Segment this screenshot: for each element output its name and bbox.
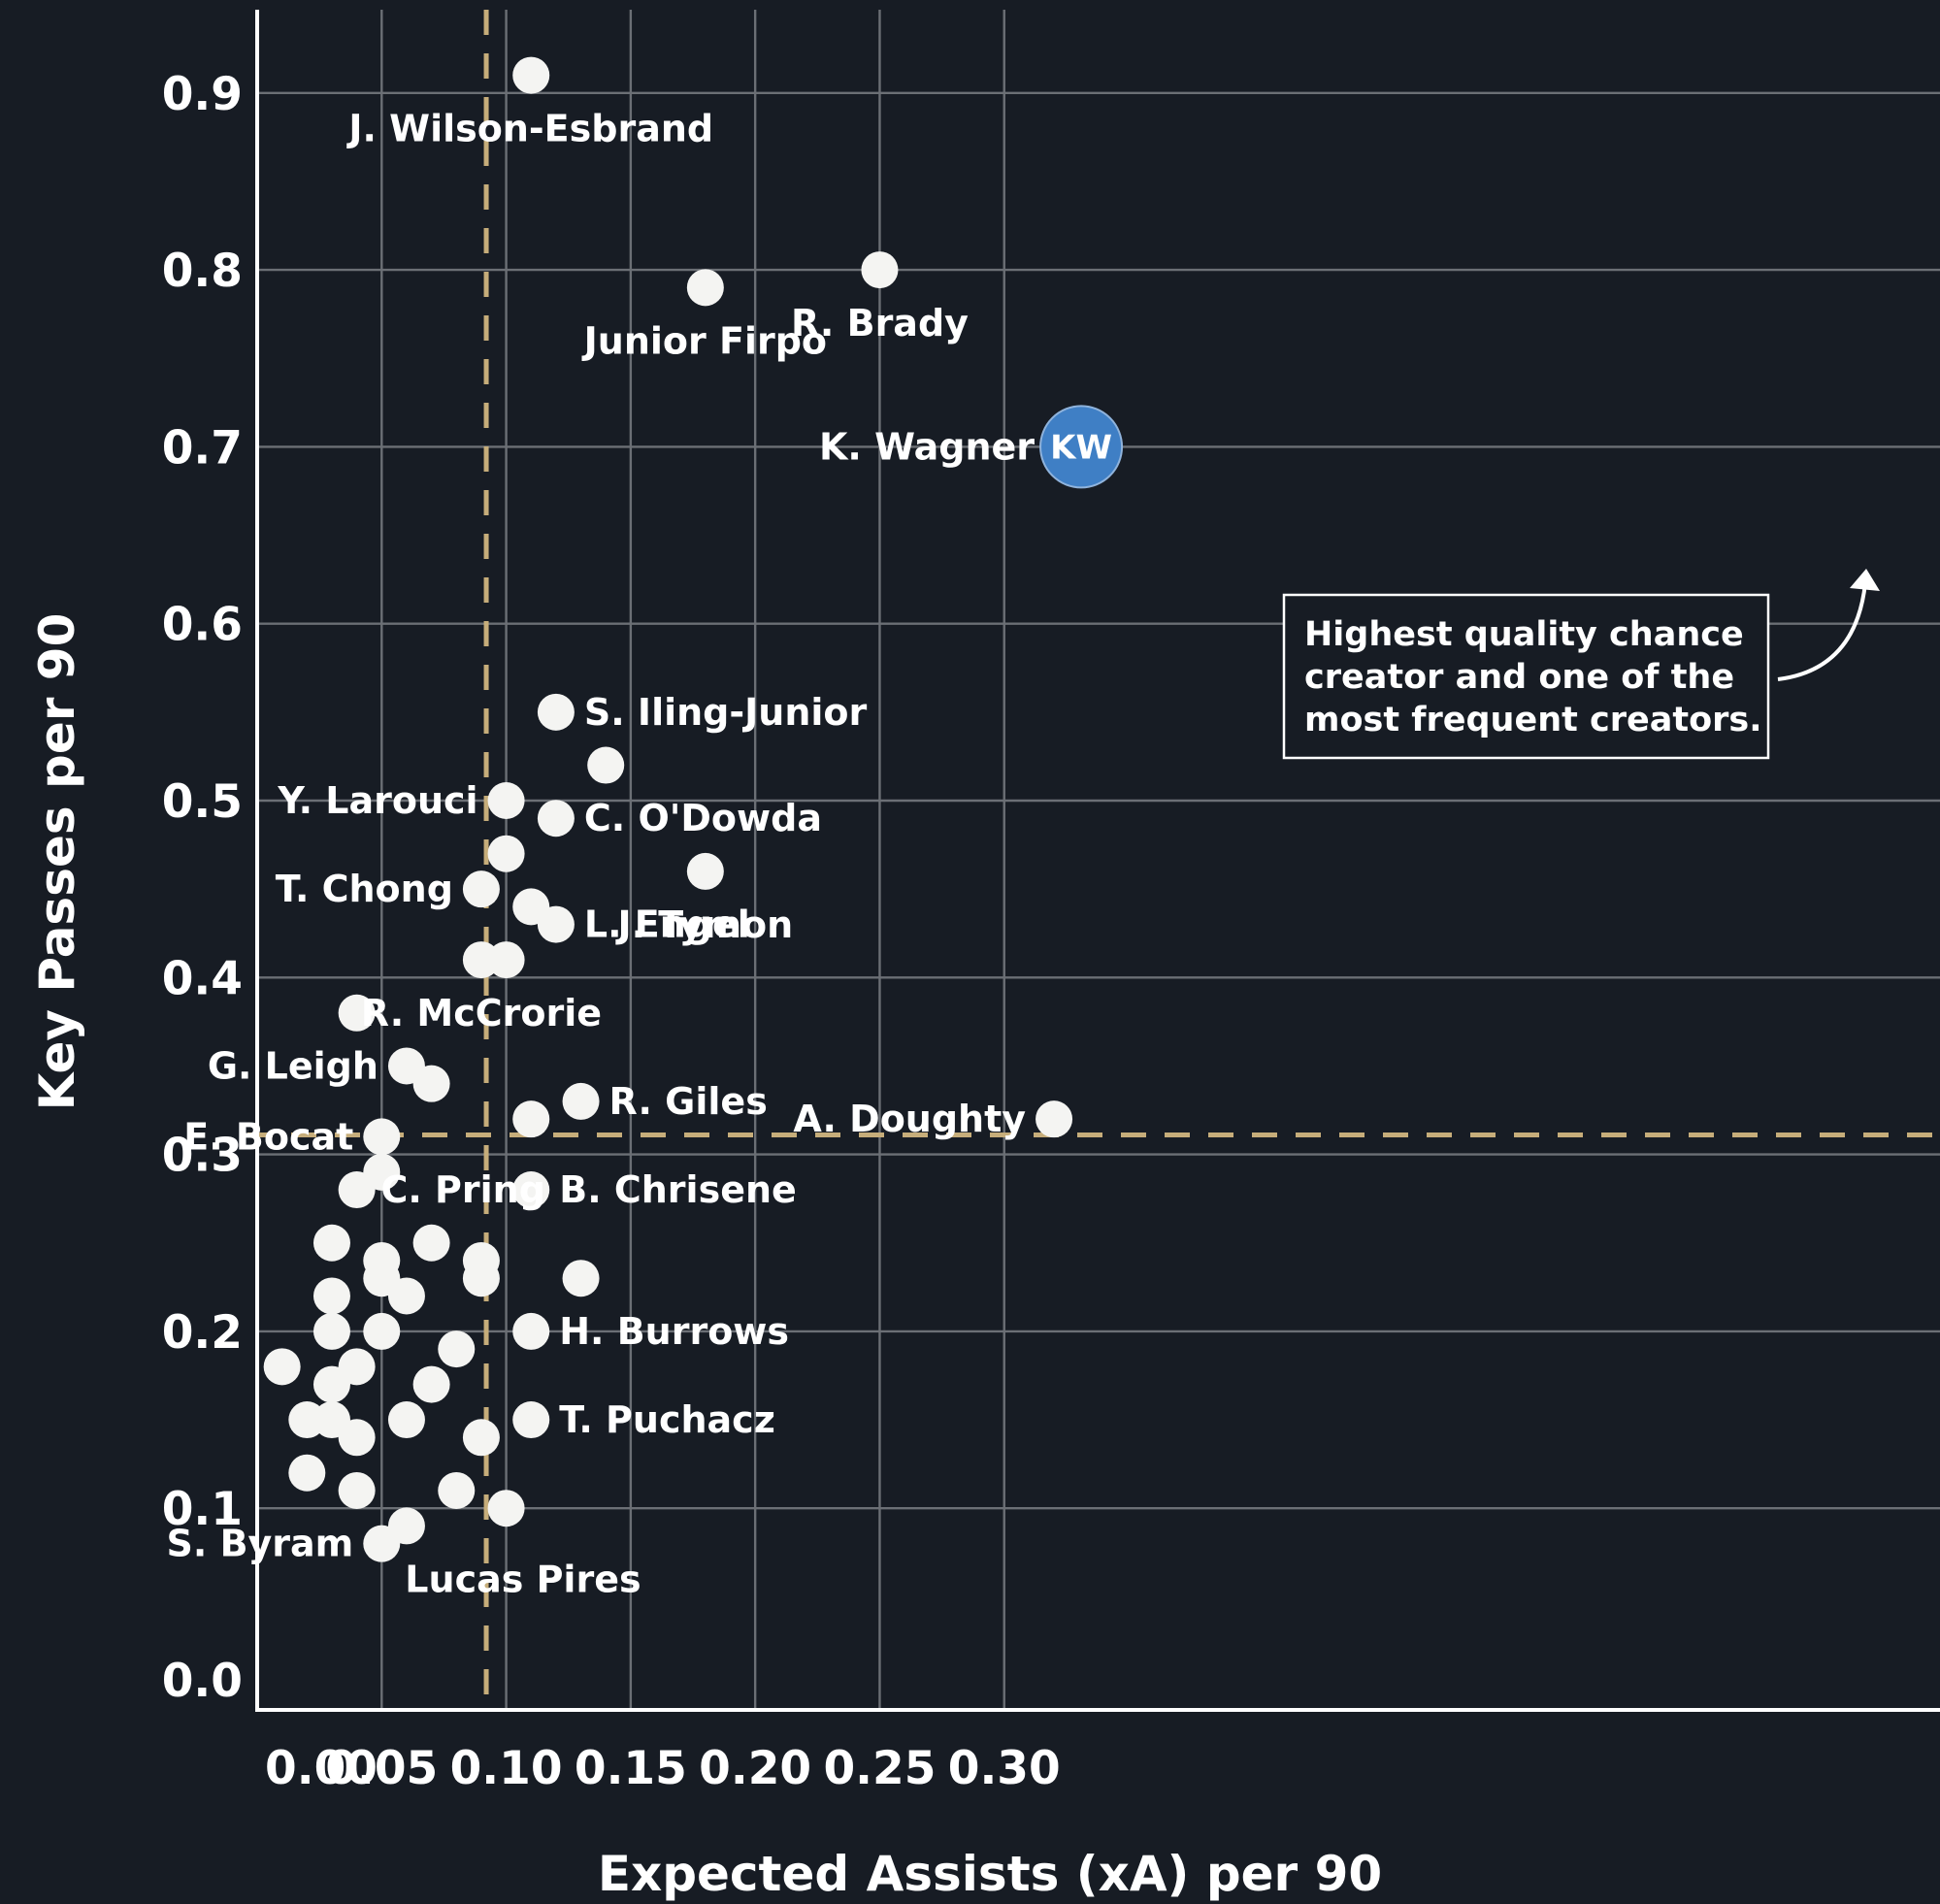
x-axis-title: Expected Assists (xA) per 90 — [598, 1846, 1382, 1902]
data-point — [387, 1277, 425, 1315]
data-point — [312, 1312, 350, 1350]
data-points: KW — [263, 56, 1124, 1562]
data-point — [438, 1471, 476, 1509]
y-tick-label: 0.3 — [162, 1130, 243, 1183]
data-point — [537, 905, 575, 943]
point-label: Junior Firpo — [581, 319, 827, 362]
point-label: S. Iling-Junior — [584, 691, 868, 734]
data-point — [263, 1348, 301, 1386]
annotation-line-1: Highest quality chance — [1304, 615, 1744, 654]
y-tick-label: 0.0 — [162, 1655, 243, 1708]
data-point — [562, 1082, 600, 1120]
y-tick-label: 0.9 — [162, 68, 243, 121]
point-label: K. Wagner — [819, 425, 1035, 468]
y-tick-label: 0.4 — [162, 952, 243, 1005]
data-point — [312, 1224, 350, 1262]
y-tick-label: 0.8 — [162, 245, 243, 298]
highlight-point — [1039, 405, 1124, 489]
point-label: J. Wilson-Esbrand — [345, 108, 713, 150]
data-point — [487, 835, 525, 872]
data-point — [512, 1401, 550, 1439]
point-label: E. Bocat — [183, 1115, 353, 1158]
point-label: T. Chong — [276, 868, 453, 910]
y-tick-label: 0.6 — [162, 599, 243, 652]
y-tick-label: 0.7 — [162, 421, 243, 475]
annotation-arrowhead — [1850, 569, 1880, 591]
data-point — [462, 1419, 500, 1457]
y-tick-label: 0.1 — [162, 1483, 243, 1536]
data-point — [537, 800, 575, 837]
annotation: Highest quality chance creator and one o… — [1282, 569, 1880, 760]
point-label: H. Burrows — [559, 1310, 789, 1353]
data-point — [512, 1312, 550, 1350]
data-point — [462, 870, 500, 908]
x-tick-label: 0.05 — [325, 1742, 438, 1795]
data-point — [512, 1171, 550, 1209]
point-label: S. Byram — [167, 1523, 354, 1565]
data-point — [487, 941, 525, 979]
data-point — [861, 251, 899, 289]
data-point — [487, 782, 525, 819]
annotation-box — [1282, 593, 1770, 760]
y-tick-label: 0.5 — [162, 775, 243, 829]
annotation-arrow — [1777, 582, 1867, 681]
point-label: G. Leigh — [208, 1044, 378, 1087]
point-label: R. Giles — [609, 1080, 768, 1123]
annotation-line-2: creator and one of the — [1304, 658, 1734, 697]
point-label: C. O'Dowda — [584, 797, 822, 839]
point-label: Lucas Pires — [405, 1558, 641, 1600]
data-point — [512, 56, 550, 94]
x-tick-label: 0.20 — [699, 1742, 811, 1795]
x-tick-label: 0.10 — [450, 1742, 563, 1795]
point-label: T. Puchacz — [559, 1398, 775, 1441]
y-tick-label: 0.2 — [162, 1306, 243, 1360]
y-axis-title: Key Passes per 90 — [29, 613, 85, 1111]
point-label: J. Tymon — [614, 903, 793, 946]
data-point — [387, 1401, 425, 1439]
data-point — [312, 1365, 350, 1403]
data-point — [288, 1454, 326, 1492]
data-point — [537, 693, 575, 731]
point-label: R. Brady — [791, 302, 969, 345]
data-point — [562, 1260, 600, 1297]
data-point — [412, 1065, 450, 1102]
point-label: Y. Larouci — [277, 779, 477, 822]
data-point — [412, 1365, 450, 1403]
x-tick-label: 0.15 — [575, 1742, 687, 1795]
x-tick-label: 0.00 — [265, 1742, 378, 1795]
data-point — [338, 994, 376, 1032]
x-tick-label: 0.25 — [823, 1742, 936, 1795]
data-point — [363, 1312, 401, 1350]
data-point — [512, 1100, 550, 1138]
data-point — [686, 269, 724, 307]
data-point — [338, 1419, 376, 1457]
data-point — [312, 1277, 350, 1315]
annotation-line-3: most frequent creators. — [1304, 701, 1762, 739]
point-label: L. Engel — [584, 903, 750, 946]
point-label: R. McCrorie — [361, 992, 602, 1034]
data-point — [462, 1260, 500, 1297]
data-point — [686, 852, 724, 890]
data-point — [363, 1525, 401, 1562]
data-point — [438, 1330, 476, 1368]
highlight-badge: KW — [1050, 428, 1112, 467]
data-point — [363, 1118, 401, 1156]
data-point — [1036, 1100, 1073, 1138]
x-tick-label: 0.30 — [948, 1742, 1061, 1795]
point-label: C. Pring — [380, 1168, 544, 1211]
data-point — [412, 1224, 450, 1262]
point-label: B. Chrisene — [559, 1168, 797, 1211]
data-point — [338, 1171, 376, 1209]
data-point — [338, 1471, 376, 1509]
point-label: A. Doughty — [793, 1098, 1026, 1140]
axes: 0.000.05 0.10 0.15 0.20 0.25 0.30 0.0 0.1 0.2 0.3… — [162, 10, 1940, 1795]
data-point — [487, 1490, 525, 1527]
data-point — [587, 746, 625, 784]
